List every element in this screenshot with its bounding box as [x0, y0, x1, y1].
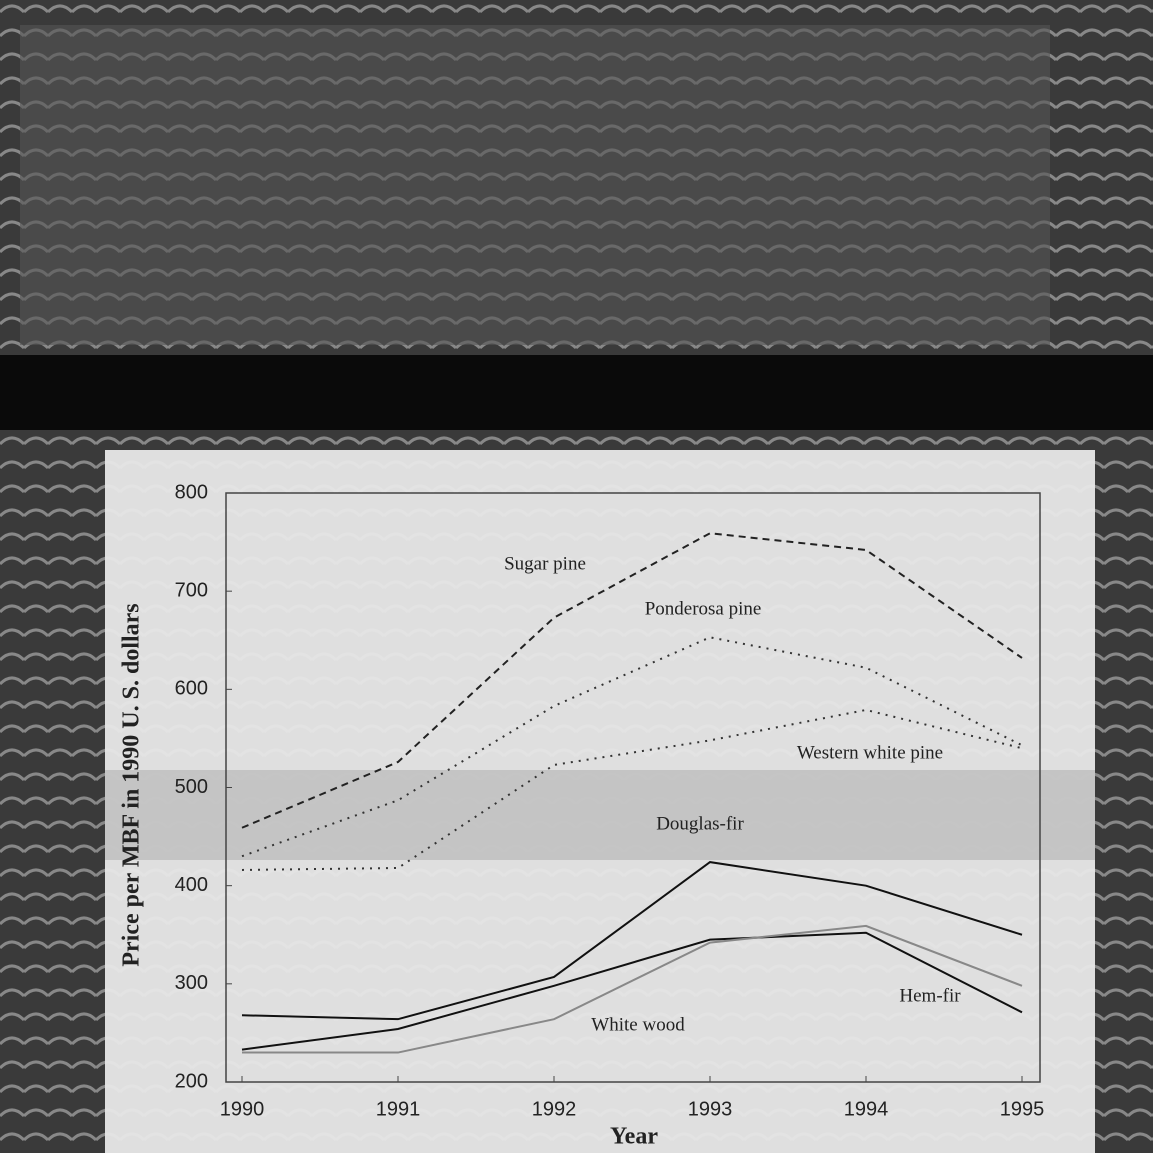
series-line — [241, 931, 1023, 1051]
y-axis-label: Price per MBF in 1990 U. S. dollars — [119, 603, 145, 966]
x-tick-label: 1994 — [844, 1098, 889, 1120]
x-tick-label: 1991 — [376, 1098, 421, 1120]
shadow-band — [105, 770, 1095, 860]
series-line — [241, 861, 1023, 1021]
y-tick-label: 400 — [175, 874, 208, 896]
series-line — [242, 924, 1023, 1054]
series-label: Western white pine — [797, 742, 943, 763]
y-tick-label: 600 — [175, 678, 208, 700]
x-tick-label: 1993 — [688, 1098, 733, 1120]
wood-block — [20, 25, 1050, 345]
series-label: Sugar pine — [504, 553, 586, 574]
x-tick-label: 1992 — [532, 1098, 577, 1120]
series-label: Douglas-fir — [656, 813, 744, 834]
y-tick-label: 300 — [175, 972, 208, 994]
series-label: Ponderosa pine — [645, 598, 762, 619]
series-label: Hem-fir — [899, 985, 961, 1006]
series-line — [241, 636, 1023, 858]
y-tick-label: 500 — [175, 776, 208, 798]
series-line — [241, 532, 1023, 829]
series-label: White wood — [591, 1014, 685, 1035]
x-tick-label: 1990 — [220, 1098, 265, 1120]
y-tick-label: 200 — [175, 1070, 208, 1092]
y-tick-label: 800 — [175, 481, 208, 503]
x-axis-label: Year — [610, 1124, 658, 1150]
y-tick-label: 700 — [175, 579, 208, 601]
gap — [0, 355, 1153, 430]
x-tick-label: 1995 — [1000, 1098, 1045, 1120]
